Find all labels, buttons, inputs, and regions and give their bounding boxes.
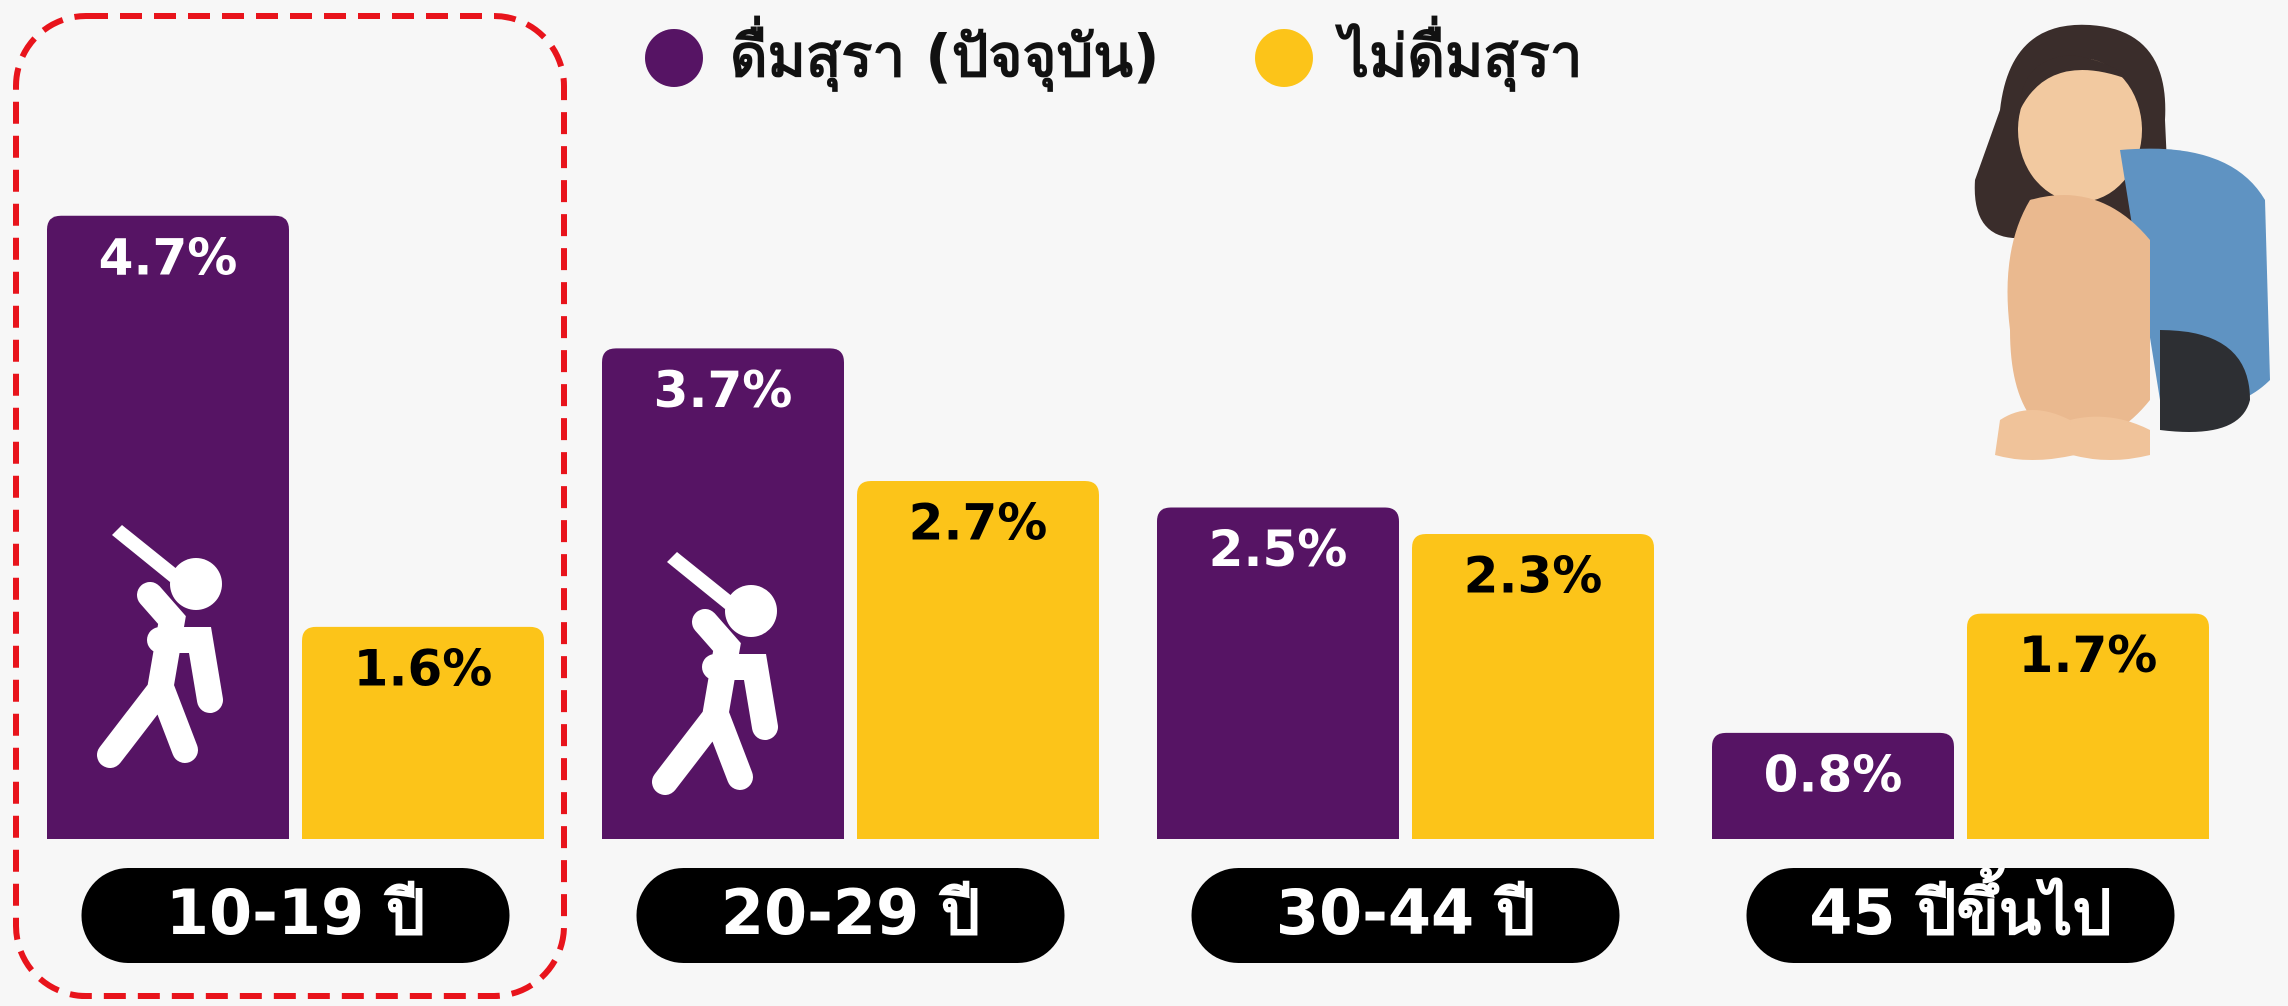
- category-label: 20-29 ปี: [721, 876, 980, 949]
- category-label: 30-44 ปี: [1276, 876, 1535, 949]
- legend-swatch: [1255, 29, 1313, 87]
- value-label: 3.7%: [654, 361, 793, 419]
- value-label: 4.7%: [99, 228, 238, 286]
- category-label: 45 ปีขึ้นไป: [1809, 867, 2112, 949]
- legend-label: ไม่ดื่มสุรา: [1334, 15, 1582, 93]
- value-label: 1.6%: [354, 639, 493, 697]
- page: ดื่มสุรา (ปัจจุบัน) ไม่ดื่มสุรา 4.7% 1.6% 10…: [0, 0, 2288, 1002]
- chart: ดื่มสุรา (ปัจจุบัน) ไม่ดื่มสุรา 4.7% 1.6% 10…: [0, 0, 2288, 1002]
- value-label: 2.5%: [1209, 520, 1348, 578]
- bar: [47, 216, 289, 839]
- legend-swatch: [645, 29, 703, 87]
- category-label: 10-19 ปี: [166, 876, 425, 949]
- value-label: 2.7%: [909, 493, 1048, 551]
- value-label: 0.8%: [1764, 745, 1903, 803]
- legend-label: ดื่มสุรา (ปัจจุบัน): [730, 15, 1159, 93]
- value-label: 1.7%: [2019, 626, 2158, 684]
- background: [0, 0, 2288, 1002]
- value-label: 2.3%: [1464, 547, 1603, 605]
